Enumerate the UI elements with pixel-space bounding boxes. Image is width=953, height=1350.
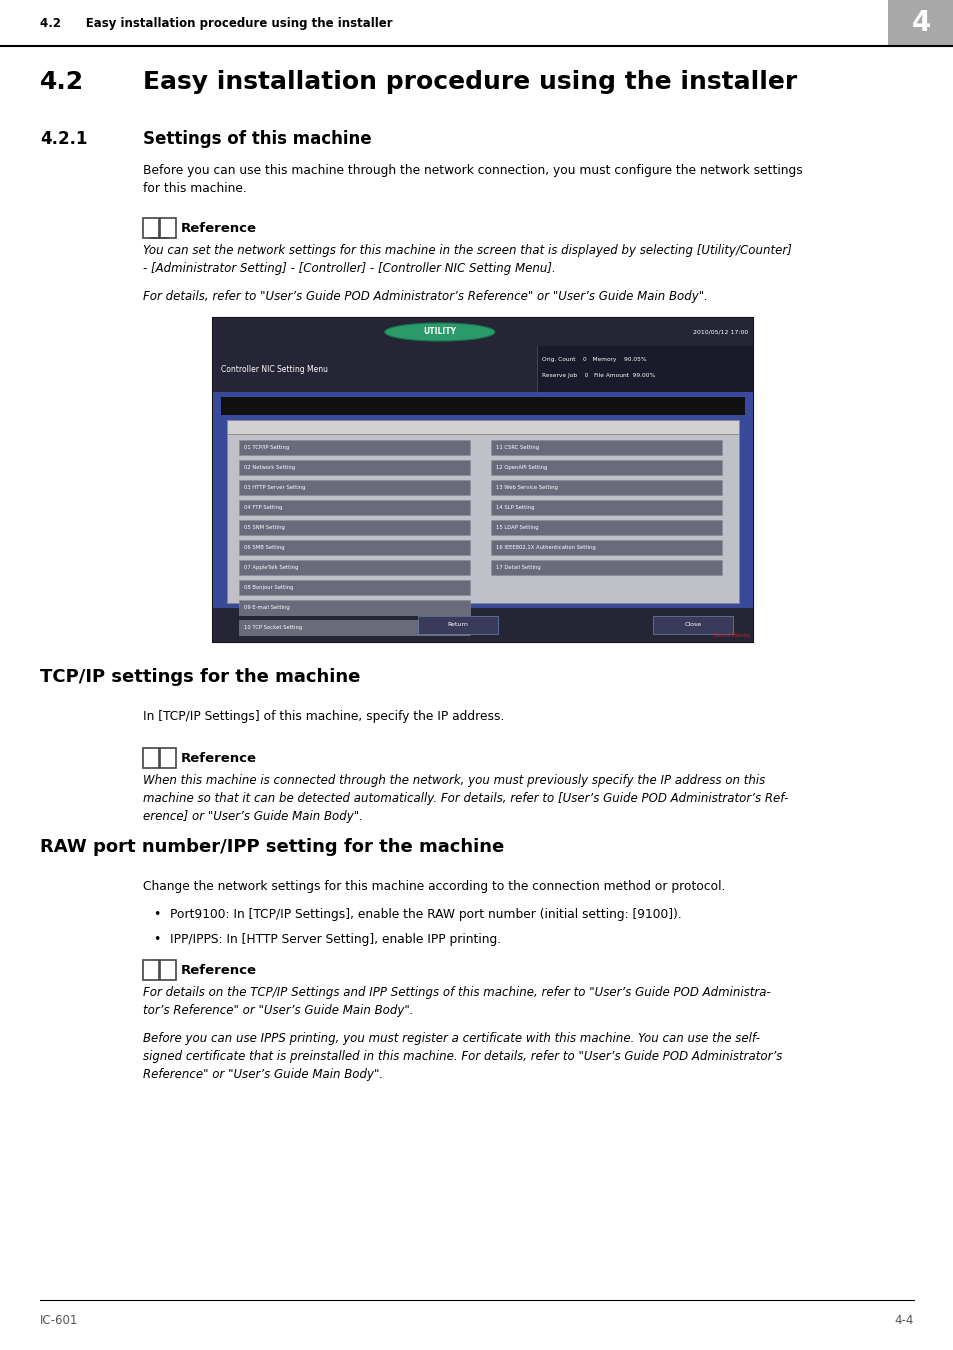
Text: 10 TCP Socket Setting: 10 TCP Socket Setting [244, 625, 302, 630]
Bar [227, 420, 739, 433]
Text: 08 Bonjour Setting: 08 Bonjour Setting [244, 585, 294, 590]
Text: You can set the network settings for this machine in the screen that is displaye: You can set the network settings for thi… [143, 244, 791, 275]
Text: Before you can use IPPS printing, you must register a certificate with this mach: Before you can use IPPS printing, you mu… [143, 1031, 781, 1081]
Text: Return: Return [447, 622, 468, 628]
Text: IPP/IPPS: In [HTTP Server Setting], enable IPP printing.: IPP/IPPS: In [HTTP Server Setting], enab… [170, 933, 500, 946]
Text: •: • [152, 909, 160, 921]
Text: Reference: Reference [181, 221, 256, 235]
Text: Settings of this machine: Settings of this machine [143, 130, 372, 148]
Text: 06 SMB Setting: 06 SMB Setting [244, 545, 284, 549]
Text: 05 SNM Setting: 05 SNM Setting [244, 525, 285, 531]
Bar [213, 392, 752, 608]
Text: UTILITY: UTILITY [423, 328, 456, 336]
Text: In [TCP/IP Settings] of this machine, specify the IP address.: In [TCP/IP Settings] of this machine, sp… [143, 710, 504, 724]
Bar [239, 599, 470, 616]
Bar [239, 500, 470, 514]
Bar [213, 319, 752, 346]
Text: TCP/IP settings for the machine: TCP/IP settings for the machine [40, 668, 360, 686]
Bar [143, 960, 159, 980]
Text: 13 Web Service Setting: 13 Web Service Setting [496, 485, 558, 490]
Bar [491, 520, 721, 535]
Bar [143, 217, 159, 238]
Bar [239, 520, 470, 535]
Bar [491, 460, 721, 475]
Bar [239, 481, 470, 495]
Text: When this machine is connected through the network, you must previously specify : When this machine is connected through t… [143, 774, 787, 824]
Bar [239, 620, 470, 634]
Text: 4.2.1: 4.2.1 [40, 130, 88, 148]
Bar [491, 560, 721, 575]
Text: For details, refer to "User’s Guide POD Administrator’s Reference" or "User’s Gu: For details, refer to "User’s Guide POD … [143, 290, 707, 302]
Bar [213, 608, 752, 643]
Bar [239, 440, 470, 455]
Text: Change the network settings for this machine according to the connection method : Change the network settings for this mac… [143, 880, 724, 892]
Bar [221, 397, 744, 414]
Bar [417, 616, 497, 634]
Text: 14 SLP Setting: 14 SLP Setting [496, 505, 534, 510]
Text: IC-601: IC-601 [40, 1314, 78, 1327]
Bar [213, 319, 752, 643]
Text: Easy installation procedure using the installer: Easy installation procedure using the in… [143, 70, 797, 95]
Text: Before you can use this machine through the network connection, you must configu: Before you can use this machine through … [143, 163, 801, 196]
Text: 4-4: 4-4 [894, 1314, 913, 1327]
Bar [143, 748, 159, 768]
Text: 12 OpenAPI Setting: 12 OpenAPI Setting [496, 464, 547, 470]
Text: Orig. Count    0   Memory    90.05%: Orig. Count 0 Memory 90.05% [541, 358, 646, 363]
Text: 16 IEEE802.1X Authentication Setting: 16 IEEE802.1X Authentication Setting [496, 545, 595, 549]
Bar [652, 616, 732, 634]
Text: 07 AppleTalk Setting: 07 AppleTalk Setting [244, 566, 298, 570]
Text: 01 TCP/IP Setting: 01 TCP/IP Setting [244, 446, 289, 450]
Text: Reference: Reference [181, 752, 256, 764]
Text: 4.2      Easy installation procedure using the installer: 4.2 Easy installation procedure using th… [40, 16, 393, 30]
Text: Port9100: In [TCP/IP Settings], enable the RAW port number (initial setting: [91: Port9100: In [TCP/IP Settings], enable t… [170, 909, 681, 921]
Bar [227, 433, 739, 603]
Text: Close: Close [683, 622, 700, 628]
Bar [213, 346, 752, 392]
Bar [239, 460, 470, 475]
Bar [239, 540, 470, 555]
Text: 4: 4 [910, 9, 930, 36]
Bar [491, 481, 721, 495]
Bar [239, 560, 470, 575]
Text: Reference: Reference [181, 964, 256, 976]
Text: 09 E-mail Setting: 09 E-mail Setting [244, 605, 290, 610]
Text: Reserve Job    0   File Amount  99.00%: Reserve Job 0 File Amount 99.00% [541, 373, 655, 378]
Text: Controller NIC Setting Menu: Controller NIC Setting Menu [221, 364, 328, 374]
Text: 02 Network Setting: 02 Network Setting [244, 464, 294, 470]
Bar [491, 500, 721, 514]
Text: 04 FTP Setting: 04 FTP Setting [244, 505, 282, 510]
Text: Konica Minolta: Konica Minolta [714, 633, 749, 639]
Bar [160, 748, 175, 768]
Text: 03 HTTP Server Setting: 03 HTTP Server Setting [244, 485, 305, 490]
Bar [537, 346, 752, 392]
Text: 11 CSRC Setting: 11 CSRC Setting [496, 446, 538, 450]
Bar [887, 0, 953, 46]
Text: For details on the TCP/IP Settings and IPP Settings of this machine, refer to "U: For details on the TCP/IP Settings and I… [143, 986, 770, 1017]
Bar [491, 440, 721, 455]
Text: 17 Detail Setting: 17 Detail Setting [496, 566, 540, 570]
Text: 15 LDAP Setting: 15 LDAP Setting [496, 525, 538, 531]
Text: •: • [152, 933, 160, 946]
Text: 2010/05/12 17:00: 2010/05/12 17:00 [692, 329, 747, 335]
Bar [160, 960, 175, 980]
Bar [160, 217, 175, 238]
Bar [491, 540, 721, 555]
Text: 4.2: 4.2 [40, 70, 84, 95]
Bar [239, 580, 470, 595]
Text: RAW port number/IPP setting for the machine: RAW port number/IPP setting for the mach… [40, 838, 504, 856]
Ellipse shape [384, 323, 495, 342]
